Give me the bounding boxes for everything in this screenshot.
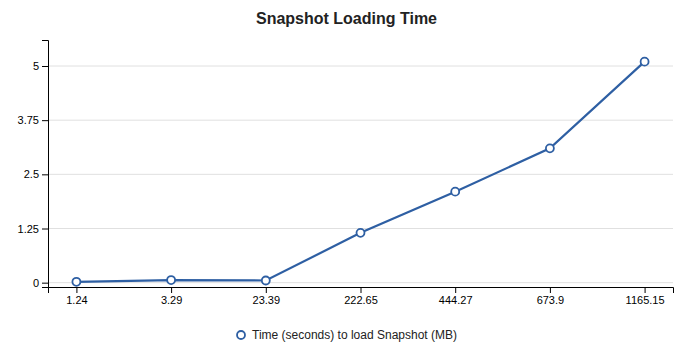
legend-marker	[237, 331, 245, 339]
line	[76, 62, 644, 282]
x-tick: 222.65	[344, 287, 378, 306]
y-tick-label: 1.25	[18, 223, 39, 235]
x-tick-mark	[361, 287, 362, 293]
y-tick-label: 3.75	[18, 114, 39, 126]
point	[641, 58, 649, 66]
x-tick: 1.24	[66, 287, 87, 306]
plot: 1.24 3.29 23.39 222.65 444.27 673.9 1165.15 0 1.…	[18, 41, 674, 306]
marks	[72, 58, 648, 286]
point	[167, 276, 175, 284]
x-tick-label: 222.65	[344, 294, 378, 306]
y-tick-mark	[42, 120, 48, 121]
y-tick-mark	[42, 174, 48, 175]
y-tick-label: 5	[33, 60, 39, 72]
legend: Time (seconds) to load Snapshot (MB)	[237, 328, 457, 342]
y-axis: 0 1.25 2.5 3.75 5	[18, 41, 49, 289]
x-tick-mark	[645, 287, 646, 293]
x-tick-label: 673.9	[537, 294, 565, 306]
y-tick-mark	[42, 229, 48, 230]
x-tick-mark	[550, 287, 551, 293]
x-tick-mark	[171, 287, 172, 293]
y-axis-line	[42, 41, 49, 288]
grid-line	[48, 66, 673, 67]
x-tick: 3.29	[161, 287, 182, 306]
y-tick-label: 0	[33, 277, 39, 289]
x-tick: 23.39	[253, 287, 281, 306]
grid-line	[48, 282, 673, 283]
grid-line	[48, 174, 673, 175]
x-tick-label: 1165.15	[626, 294, 665, 306]
y-tick-label: 2.5	[24, 168, 39, 180]
grid	[48, 66, 673, 283]
x-tick-label: 444.27	[439, 294, 473, 306]
x-tick: 673.9	[537, 287, 565, 306]
x-tick-mark	[76, 287, 77, 293]
x-axis-line	[49, 288, 674, 294]
x-tick-label: 23.39	[253, 294, 281, 306]
y-tick: 5	[33, 60, 48, 72]
x-tick-label: 3.29	[161, 294, 182, 306]
point	[451, 188, 459, 196]
y-tick-mark	[42, 283, 48, 284]
point	[262, 277, 270, 285]
x-axis: 1.24 3.29 23.39 222.65 444.27 673.9 1165.15	[49, 287, 674, 306]
legend-label: Time (seconds) to load Snapshot (MB)	[252, 328, 457, 342]
title: Snapshot Loading Time	[256, 10, 437, 27]
y-tick: 3.75	[18, 114, 48, 126]
y-tick: 0	[33, 277, 48, 289]
legend-item: Time (seconds) to load Snapshot (MB)	[237, 328, 457, 342]
x-tick: 444.27	[439, 287, 473, 306]
y-tick-mark	[42, 66, 48, 67]
x-tick-label: 1.24	[66, 294, 87, 306]
point	[546, 144, 554, 152]
x-tick: 1165.15	[626, 287, 665, 306]
point	[357, 229, 365, 237]
x-tick-mark	[266, 287, 267, 293]
y-tick: 2.5	[24, 168, 48, 180]
chart: Snapshot Loading Time 1.24 3.29 23.39 222.65…	[0, 0, 693, 349]
y-tick: 1.25	[18, 223, 48, 235]
x-tick-mark	[455, 287, 456, 293]
point	[72, 278, 80, 286]
